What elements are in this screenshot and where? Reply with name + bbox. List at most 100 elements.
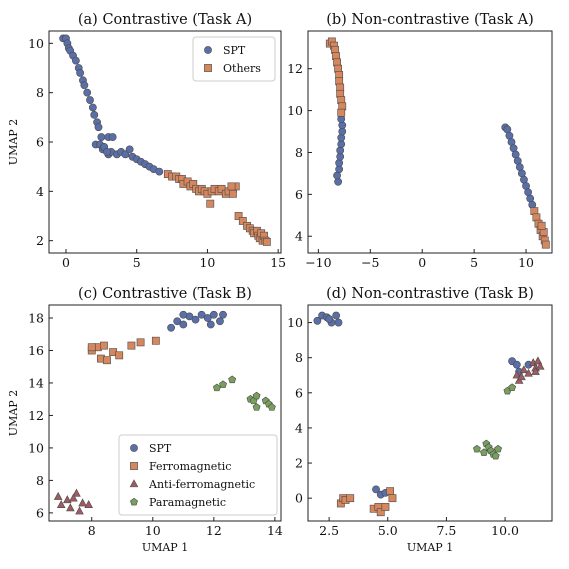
point-paramagnetic [491, 451, 500, 460]
x-axis-label: UMAP 1 [142, 541, 188, 554]
point-spt [334, 177, 343, 186]
point-spt [372, 485, 380, 494]
legend-label: Others [223, 62, 261, 75]
point-paramagnetic [480, 448, 488, 456]
axes-frame [307, 30, 553, 254]
point-spt [336, 146, 345, 155]
y-tick-label: 8 [36, 473, 44, 488]
y-tick-label: 6 [295, 385, 303, 400]
y-axis-label: UMAP 2 [7, 119, 20, 165]
y-tick-label: 16 [28, 343, 44, 358]
y-tick-label: 14 [28, 375, 44, 390]
point-paramagnetic [472, 444, 481, 453]
x-tick-label: 10.0 [491, 523, 519, 538]
point-anti-ferromagnetic [53, 491, 63, 500]
legend-label: Paramagnetic [149, 496, 226, 509]
point-others [238, 217, 247, 225]
x-tick-label: 12 [206, 523, 222, 538]
scatter-points [59, 34, 271, 246]
point-spt [86, 96, 94, 104]
y-tick-label: 10 [28, 36, 44, 51]
point-spt [88, 103, 97, 112]
point-spt [332, 311, 341, 320]
legend: SPT Others [192, 36, 276, 82]
y-tick-label: 6 [36, 505, 44, 520]
legend-marker-others [204, 64, 212, 72]
legend-label: Ferromagnetic [149, 460, 231, 473]
point-anti-ferromagnetic [533, 356, 543, 365]
point-spt [338, 121, 347, 130]
point-others [206, 199, 215, 208]
subplot-1: (a) Contrastive (Task A) 0 5 10 15 2 4 6 8 10 UMAP… [7, 12, 286, 270]
x-tick-label: 10 [199, 255, 215, 270]
point-paramagnetic [267, 403, 276, 411]
y-tick-label: 6 [295, 187, 303, 202]
legend-box [118, 434, 278, 516]
point-anti-ferromagnetic [56, 499, 66, 508]
point-ferromagnetic [151, 336, 160, 345]
legend-box [192, 36, 276, 82]
point-anti-ferromagnetic [512, 370, 522, 379]
point-anti-ferromagnetic [78, 498, 87, 507]
point-spt [71, 56, 80, 65]
point-anti-ferromagnetic [63, 495, 72, 504]
y-tick-label: 8 [295, 350, 303, 365]
point-anti-ferromagnetic [524, 368, 533, 377]
point-others [337, 108, 346, 117]
point-spt [167, 323, 176, 332]
x-tick-label: 0 [418, 255, 426, 270]
point-spt [209, 310, 218, 319]
y-tick-label: 4 [295, 229, 303, 244]
point-others [541, 240, 550, 249]
x-tick-label: 15 [270, 255, 286, 270]
point-spt [216, 317, 224, 326]
subplot-2: (b) Non-contrastive (Task A) −10 −5 0 5 10 4 6 8… [287, 12, 553, 270]
point-anti-ferromagnetic [84, 499, 93, 508]
x-tick-label: −5 [361, 255, 379, 270]
point-spt [80, 81, 89, 90]
point-spt [203, 314, 212, 322]
point-spt [191, 315, 200, 324]
subplot-title: (c) Contrastive (Task B) [78, 286, 252, 302]
legend: SPT Ferromagnetic Anti-ferromagnetic Parama… [118, 434, 278, 516]
x-tick-label: 7.5 [436, 523, 456, 538]
point-anti-ferromagnetic [66, 503, 75, 512]
point-ferromagnetic [100, 341, 108, 350]
point-paramagnetic [219, 380, 227, 388]
point-spt [337, 133, 346, 142]
legend-marker-spt [130, 444, 138, 452]
y-tick-label: 10 [28, 440, 44, 455]
y-tick-label: 8 [36, 85, 44, 100]
point-spt [76, 69, 85, 77]
y-tick-label: 2 [36, 233, 44, 248]
point-paramagnetic [508, 383, 517, 391]
y-tick-label: 10 [287, 315, 303, 330]
x-tick-label: 8 [88, 523, 96, 538]
legend-label: Anti-ferromagnetic [148, 478, 255, 491]
y-tick-label: 0 [295, 491, 303, 506]
y-axis-label: UMAP 2 [7, 390, 20, 436]
point-ferromagnetic [376, 508, 385, 517]
point-spt [155, 167, 164, 176]
point-ferromagnetic [386, 487, 395, 496]
scatter-points [53, 310, 276, 515]
y-tick-label: 8 [295, 145, 303, 160]
x-tick-label: 5.0 [378, 523, 398, 538]
x-tick-label: 10 [518, 255, 534, 270]
point-spt [179, 320, 188, 329]
scatter-points [325, 37, 550, 249]
point-others [537, 221, 546, 230]
point-others [234, 212, 243, 220]
point-anti-ferromagnetic [69, 493, 78, 502]
point-ferromagnetic [346, 494, 355, 503]
point-spt [313, 316, 322, 325]
y-tick-label: 12 [287, 61, 303, 76]
subplot-3: (c) Contrastive (Task B) 8 10 12 14 6 8 10 12 14 1… [7, 286, 283, 554]
point-spt [94, 123, 103, 132]
subplot-title: (a) Contrastive (Task A) [78, 12, 252, 28]
point-spt [121, 150, 130, 159]
point-spt [83, 88, 92, 97]
point-anti-ferromagnetic [531, 366, 540, 375]
point-anti-ferromagnetic [517, 372, 526, 381]
legend-marker-spt [204, 46, 212, 54]
